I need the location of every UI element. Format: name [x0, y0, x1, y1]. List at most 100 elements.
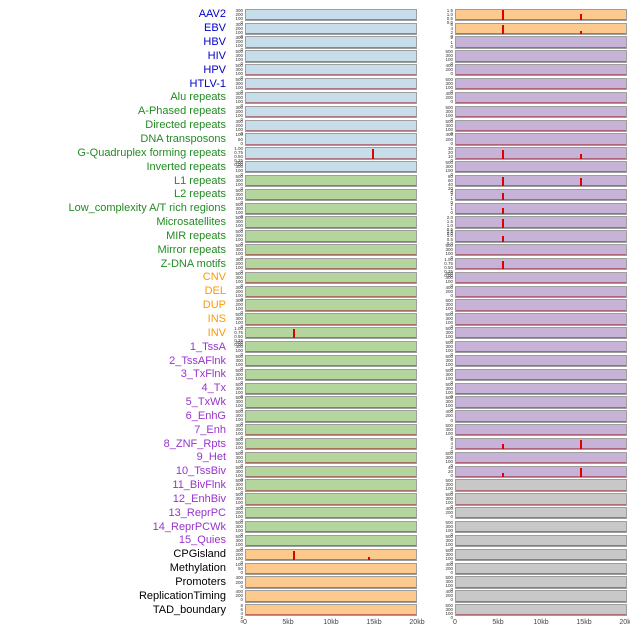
y-axis-right: 30 20 10 0: [417, 146, 455, 163]
signal-track-right: [455, 424, 627, 437]
y-tick-label: 0.25: [234, 338, 243, 344]
y-axis-left: 100 50 0: [232, 562, 245, 575]
signal-baseline: [456, 185, 626, 187]
y-tick-label: 0: [450, 545, 453, 551]
track-row: 5_TxWk 500 300 100 0 500 300 100 0: [2, 396, 630, 412]
y-tick-label: 0: [450, 569, 453, 575]
y-axis-right: 500 300 100 0: [417, 354, 455, 371]
signal-track-right: [455, 590, 627, 603]
y-tick-label: 0: [240, 75, 243, 81]
track-row: EBV 300 200 100 0 6 4 2 0: [2, 21, 630, 38]
row-label: 13_ReprPC: [168, 506, 226, 519]
y-tick-label: 2: [450, 201, 453, 207]
signal-baseline: [246, 60, 416, 62]
x-tick-label: 15kb: [366, 619, 382, 627]
y-axis-right: 400 200 0: [417, 91, 455, 104]
track-row: 14_ReprPCWk 500 300 100 0 500 300 100 0: [2, 519, 630, 537]
signal-baseline: [456, 309, 626, 311]
signal-baseline: [456, 143, 626, 145]
track-row: L1 repeats 500 300 100 0 80 60 40 20 0: [2, 174, 630, 195]
y-tick-label: 300: [235, 67, 243, 73]
y-tick-label: 100: [235, 71, 243, 77]
y-tick-label: 500: [235, 215, 243, 221]
y-axis-right: 500 300 100 0: [417, 520, 455, 537]
y-tick-label: 6: [240, 607, 243, 613]
signal-track-left: [245, 396, 417, 409]
y-tick-label: 10: [447, 154, 453, 160]
y-tick-label: 500: [235, 229, 243, 235]
signal-track-right: [455, 382, 627, 395]
track-row: 15_Quies 500 300 100 0 500 300 100 0: [2, 534, 630, 551]
y-tick-label: 300: [445, 454, 453, 460]
track-row: Inverted repeats 500 300 100 0 500 300 100 0: [2, 160, 630, 177]
y-tick-label: 6: [450, 21, 453, 27]
y-axis-right: 500 300 100 0: [417, 382, 455, 399]
signal-baseline: [246, 323, 416, 325]
signal-track-left: [245, 299, 417, 312]
y-tick-label: 0: [450, 417, 453, 423]
y-tick-label: 2.0: [446, 215, 453, 221]
y-tick-label: 0: [240, 268, 243, 274]
y-tick-label: 500: [445, 603, 453, 609]
row-label: HPV: [203, 63, 226, 76]
track-row: DEL 300 200 100 0 400 200 0: [2, 285, 630, 301]
y-axis-left: 400 200 0: [232, 589, 245, 602]
y-tick-label: 0.5: [446, 15, 453, 21]
y-tick-label: 400: [445, 409, 453, 415]
track-row: CPGisland 300 200 100 0 500 300 100 0: [2, 548, 630, 564]
y-axis-right: 2.0 1.5 1.0 0.5 0.0: [417, 215, 455, 237]
signal-baseline: [246, 171, 416, 173]
signal-baseline: [246, 212, 416, 214]
row-label: AAV2: [198, 8, 226, 21]
y-axis-left: 300 200 100 0: [232, 105, 245, 122]
y-axis-left: 500 300 100 0: [232, 534, 245, 551]
track-row: HIV 500 300 100 0 500 300 100 0: [2, 50, 630, 67]
y-tick-label: 400: [235, 589, 243, 595]
y-axis-right: 500 300 100 0: [417, 50, 455, 67]
y-axis-left: 500 300 100 0: [232, 243, 245, 260]
signal-spike: [501, 176, 504, 187]
x-tick-label: 5kb: [282, 619, 294, 627]
y-tick-label: 0.75: [234, 330, 243, 336]
y-tick-label: 300: [445, 371, 453, 377]
y-tick-label: 30: [447, 146, 453, 152]
y-tick-label: 100: [235, 403, 243, 409]
y-tick-label: 100: [235, 223, 243, 229]
track-row: TAD_boundary 8 6 4 2 0 500 300 100 0: [2, 603, 630, 624]
y-tick-label: 300: [445, 537, 453, 543]
row-label: EBV: [203, 22, 226, 35]
y-tick-label: 300: [235, 385, 243, 391]
signal-baseline: [456, 212, 626, 214]
y-tick-label: 1.5: [446, 219, 453, 225]
row-label: ReplicationTiming: [138, 589, 226, 602]
y-axis-right: 500 300 100 0: [417, 423, 455, 440]
signal-baseline: [246, 462, 416, 464]
y-tick-label: 100: [235, 348, 243, 354]
y-tick-label: 200: [235, 11, 243, 17]
y-tick-label: 300: [235, 496, 243, 502]
signal-baseline: [456, 614, 626, 616]
y-axis-left: 1.00 0.75 0.50 0.25 0.00: [232, 146, 245, 167]
row-label: INV: [207, 326, 226, 339]
row-label: DNA transposons: [140, 133, 226, 146]
y-tick-label: 0.0: [446, 231, 453, 237]
signal-track-right: [455, 119, 627, 132]
y-tick-label: 500: [235, 519, 243, 525]
y-tick-label: 300: [235, 344, 243, 350]
y-axis-left: 300 200 100 0: [232, 257, 245, 274]
y-tick-label: 4: [240, 611, 243, 617]
y-tick-label: 500: [235, 160, 243, 166]
y-tick-label: 300: [235, 205, 243, 211]
y-tick-label: 200: [235, 260, 243, 266]
y-axis-right: 500 300 100 0: [417, 77, 455, 94]
signal-track-left: [245, 36, 417, 49]
signal-baseline: [246, 309, 416, 311]
y-tick-label: 300: [445, 316, 453, 322]
row-label: L2 repeats: [174, 188, 226, 201]
signal-baseline: [246, 448, 416, 450]
y-tick-label: 200: [445, 413, 453, 419]
row-label: A-Phased repeats: [137, 105, 226, 118]
signal-baseline: [456, 434, 626, 436]
signal-track-right: [455, 341, 627, 354]
